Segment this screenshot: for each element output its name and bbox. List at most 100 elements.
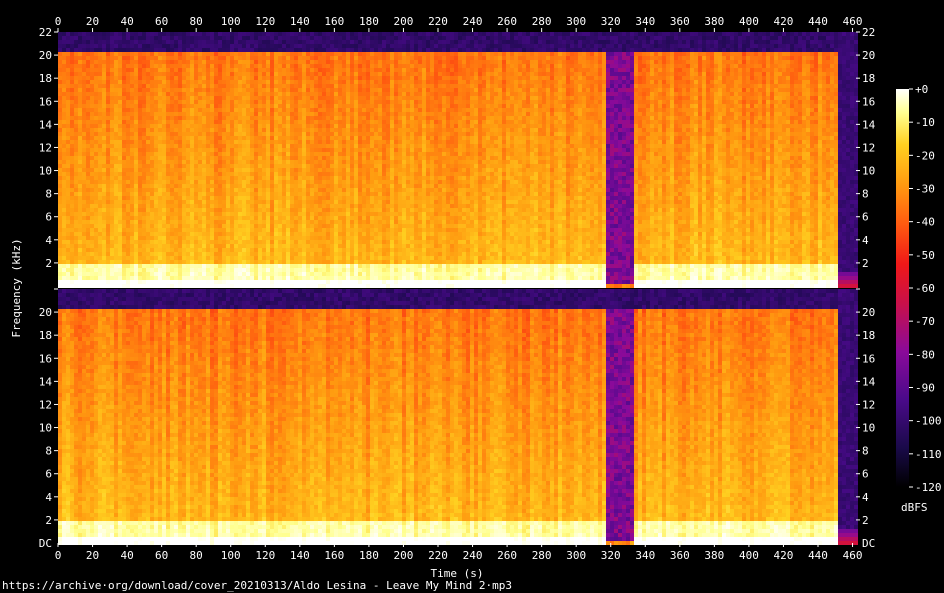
x-tick-label-bottom: 420 (774, 549, 794, 562)
channel-1-spectrogram (58, 32, 858, 288)
x-tick-label-top: 200 (394, 15, 414, 28)
colorbar-tick-label: -50 (915, 249, 935, 262)
channel-1-right-tick-label: 2 (862, 257, 869, 270)
x-tick-label-bottom: 320 (601, 549, 621, 562)
channel-2-left-tick-label: 8 (45, 445, 52, 458)
x-tick-label-bottom: 340 (635, 549, 655, 562)
x-tick-label-bottom: 140 (290, 549, 310, 562)
x-tick-label-bottom: 280 (532, 549, 552, 562)
channel-2-right-tick-label: 4 (862, 491, 869, 504)
x-tick-label-bottom: 300 (566, 549, 586, 562)
x-tick-label-bottom: 400 (739, 549, 759, 562)
channel-1-right-tick-label: 16 (862, 95, 875, 108)
x-tick-label-top: 0 (55, 15, 62, 28)
x-tick-label-top: 100 (221, 15, 241, 28)
channel-2-right-tick-label: 12 (862, 398, 875, 411)
channel-2-right-tick-label: 18 (862, 329, 875, 342)
channel-1-left-tick-label: 18 (39, 72, 52, 85)
y-axis-label: Frequency (kHz) (10, 238, 23, 337)
channel-2-left-tick-label: 2 (45, 514, 52, 527)
x-tick-label-bottom: 240 (463, 549, 483, 562)
x-tick-label-bottom: 180 (359, 549, 379, 562)
x-tick-label-top: 260 (497, 15, 517, 28)
channel-1-right-tick-label: 4 (862, 234, 869, 247)
channel-2-left-tick-label: 4 (45, 491, 52, 504)
channel-2-left-tick-label: 16 (39, 352, 52, 365)
channel-1-left-tick-label: 14 (39, 118, 53, 131)
colorbar-gradient (896, 89, 909, 487)
colorbar-tick-label: -60 (915, 282, 935, 295)
x-tick-label-bottom: 260 (497, 549, 517, 562)
channel-2-spectrogram (58, 289, 858, 545)
channel-1-right-tick-label: 20 (862, 49, 875, 62)
x-tick-label-top: 420 (774, 15, 794, 28)
channel-1-right-tick-label: 12 (862, 141, 875, 154)
channel-1-left-tick-label: 6 (45, 211, 52, 224)
x-tick-label-bottom: 20 (86, 549, 99, 562)
colorbar-tick-label: -90 (915, 382, 935, 395)
x-tick-label-top: 180 (359, 15, 379, 28)
x-tick-label-top: 60 (155, 15, 168, 28)
x-tick-label-bottom: 220 (428, 549, 448, 562)
colorbar-tick-label: -80 (915, 348, 935, 361)
x-tick-label-bottom: 40 (120, 549, 133, 562)
x-tick-label-top: 120 (255, 15, 275, 28)
colorbar-label: dBFS (901, 501, 928, 514)
colorbar-tick-label: -70 (915, 315, 935, 328)
x-tick-label-bottom: 440 (808, 549, 828, 562)
colorbar-tick-label: -40 (915, 216, 935, 229)
channel-2-right-tick-label: DC (862, 537, 875, 550)
x-tick-label-top: 360 (670, 15, 690, 28)
channel-1-right-tick-label: 6 (862, 211, 869, 224)
channel-1-right-tick-label: 8 (862, 188, 869, 201)
x-tick-label-top: 380 (704, 15, 724, 28)
channel-2-right-tick-label: 14 (862, 375, 876, 388)
channel-2-left-tick-label: 10 (39, 422, 52, 435)
x-tick-label-top: 280 (532, 15, 552, 28)
x-tick-label-bottom: 200 (394, 549, 414, 562)
channel-1-left-tick-label: 4 (45, 234, 52, 247)
colorbar-tick-label: +0 (915, 83, 928, 96)
x-tick-label-top: 460 (843, 15, 863, 28)
colorbar-tick-label: -120 (915, 481, 942, 494)
channel-2-right-tick-label: 10 (862, 422, 875, 435)
channel-2-right-tick-label: 2 (862, 514, 869, 527)
channel-1-left-tick-label: 20 (39, 49, 52, 62)
x-tick-label-bottom: 380 (704, 549, 724, 562)
channel-1-right-tick-label: 22 (862, 26, 875, 39)
channel-2-left-tick-label: 18 (39, 329, 52, 342)
x-tick-label-bottom: 460 (843, 549, 863, 562)
x-tick-label-bottom: 160 (324, 549, 344, 562)
channel-2-right-tick-label: 16 (862, 352, 875, 365)
channel-1-left-tick-label: 8 (45, 188, 52, 201)
colorbar-tick-label: -20 (915, 149, 935, 162)
channel-2-right-tick-label: 8 (862, 445, 869, 458)
channel-2-left-tick-label: 20 (39, 306, 52, 319)
x-tick-label-top: 20 (86, 15, 99, 28)
x-tick-label-top: 160 (324, 15, 344, 28)
x-tick-label-top: 80 (190, 15, 203, 28)
x-tick-label-bottom: 120 (255, 549, 275, 562)
channel-1-left-tick-label: 22 (39, 26, 52, 39)
colorbar-tick-label: -100 (915, 415, 942, 428)
channel-1-left-tick-label: 10 (39, 165, 52, 178)
x-tick-label-top: 400 (739, 15, 759, 28)
x-tick-label-top: 440 (808, 15, 828, 28)
x-tick-label-top: 240 (463, 15, 483, 28)
x-tick-label-bottom: 360 (670, 549, 690, 562)
channel-2-left-tick-label: 6 (45, 468, 52, 481)
x-tick-label-top: 140 (290, 15, 310, 28)
colorbar-tick-label: -10 (915, 116, 935, 129)
x-tick-label-bottom: 80 (190, 549, 203, 562)
x-tick-label-bottom: 0 (55, 549, 62, 562)
channel-2-right-tick-label: 6 (862, 468, 869, 481)
channel-2-left-tick-label: 14 (39, 375, 53, 388)
channel-2-left-tick-label: 12 (39, 398, 52, 411)
channel-2-right-tick-label: 20 (862, 306, 875, 319)
channel-1-right-tick-label: 18 (862, 72, 875, 85)
channel-1-right-tick-label: 10 (862, 165, 875, 178)
x-tick-label-bottom: 100 (221, 549, 241, 562)
x-tick-label-top: 40 (120, 15, 133, 28)
